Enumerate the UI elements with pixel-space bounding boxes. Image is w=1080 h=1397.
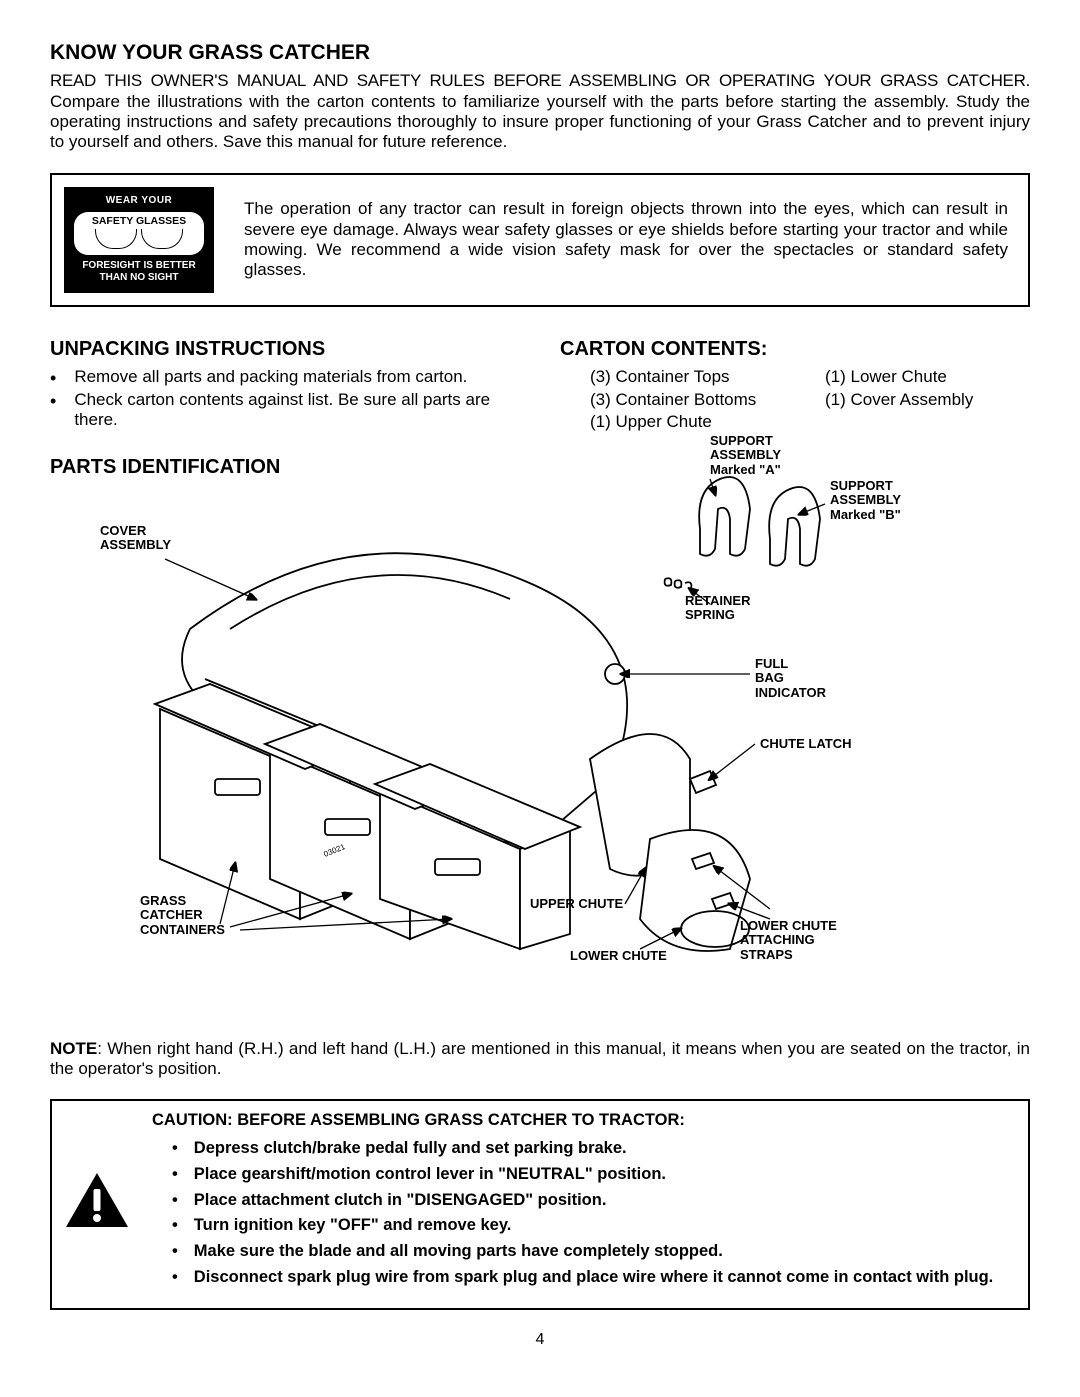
- caution-box: CAUTION: BEFORE ASSEMBLING GRASS CATCHER…: [50, 1099, 1030, 1310]
- label-chute-latch: CHUTE LATCH: [760, 737, 851, 752]
- note-paragraph: NOTE: When right hand (R.H.) and left ha…: [50, 1039, 1030, 1080]
- caution-item-text: Make sure the blade and all moving parts…: [194, 1242, 723, 1262]
- badge-line1: WEAR YOUR: [70, 195, 208, 207]
- warning-text: The operation of any tractor can result …: [244, 199, 1008, 281]
- carton-item: (1) Upper Chute: [590, 412, 795, 432]
- carton-contents-grid: (3) Container Tops (1) Lower Chute (3) C…: [560, 367, 1030, 432]
- lenses-icon: [74, 229, 204, 249]
- safety-warning-box: WEAR YOUR SAFETY GLASSES FORESIGHT IS BE…: [50, 173, 1030, 308]
- carton-item: (3) Container Bottoms: [590, 390, 795, 410]
- label-retainer: RETAINERSPRING: [685, 594, 750, 624]
- caution-item: Depress clutch/brake pedal fully and set…: [172, 1139, 1008, 1159]
- intro-line1: READ THIS OWNER'S MANUAL AND SAFETY RULE…: [50, 71, 1030, 90]
- note-label: NOTE: [50, 1039, 97, 1058]
- label-support-a: SUPPORTASSEMBLYMarked "A": [710, 434, 781, 479]
- badge-line3: FORESIGHT IS BETTER THAN NO SIGHT: [70, 260, 208, 283]
- unpacking-item-text: Check carton contents against list. Be s…: [74, 390, 520, 431]
- note-text: : When right hand (R.H.) and left hand (…: [50, 1039, 1030, 1078]
- caution-item-text: Place attachment clutch in "DISENGAGED" …: [194, 1191, 607, 1211]
- caution-item-text: Place gearshift/motion control lever in …: [194, 1165, 666, 1185]
- carton-item: (1) Lower Chute: [825, 367, 1030, 387]
- caution-title: CAUTION: BEFORE ASSEMBLING GRASS CATCHER…: [152, 1111, 1008, 1131]
- unpacking-title: UNPACKING INSTRUCTIONS: [50, 337, 520, 361]
- carton-title: CARTON CONTENTS:: [560, 337, 1030, 361]
- badge-glasses: SAFETY GLASSES: [74, 212, 204, 256]
- unpacking-item: Check carton contents against list. Be s…: [50, 390, 520, 431]
- carton-item: (3) Container Tops: [590, 367, 795, 387]
- carton-item: (1) Cover Assembly: [825, 390, 1030, 410]
- label-grass-catcher: GRASSCATCHERCONTAINERS: [140, 894, 225, 939]
- page-number: 4: [50, 1330, 1030, 1349]
- caution-item-text: Disconnect spark plug wire from spark pl…: [194, 1268, 994, 1288]
- parts-diagram: 03021 COVERASSEMBLY SUPPORTASSEMBLYMarke…: [50, 449, 1030, 1009]
- page-title: KNOW YOUR GRASS CATCHER: [50, 40, 1030, 65]
- lens-left-icon: [95, 229, 137, 249]
- label-lower-straps: LOWER CHUTEATTACHINGSTRAPS: [740, 919, 837, 964]
- caution-item-text: Turn ignition key "OFF" and remove key.: [194, 1216, 512, 1236]
- badge-line2: SAFETY GLASSES: [74, 215, 204, 228]
- warning-triangle-icon: [62, 1171, 132, 1234]
- carton-item: [825, 412, 1030, 432]
- caution-item: Make sure the blade and all moving parts…: [172, 1242, 1008, 1262]
- caution-item-text: Depress clutch/brake pedal fully and set…: [194, 1139, 627, 1159]
- label-upper-chute: UPPER CHUTE: [530, 897, 623, 912]
- caution-item: Turn ignition key "OFF" and remove key.: [172, 1216, 1008, 1236]
- unpacking-list: Remove all parts and packing materials f…: [50, 367, 520, 430]
- badge-line3a: FORESIGHT IS BETTER: [82, 260, 195, 271]
- label-full-bag: FULLBAGINDICATOR: [755, 657, 826, 702]
- badge-line3b: THAN NO SIGHT: [100, 272, 179, 283]
- caution-list: Depress clutch/brake pedal fully and set…: [152, 1139, 1008, 1288]
- intro-paragraph: READ THIS OWNER'S MANUAL AND SAFETY RULE…: [50, 71, 1030, 153]
- lens-right-icon: [141, 229, 183, 249]
- label-cover-assembly: COVERASSEMBLY: [100, 524, 171, 554]
- label-support-b: SUPPORTASSEMBLYMarked "B": [830, 479, 901, 524]
- intro-rest: Compare the illustrations with the carto…: [50, 92, 1030, 152]
- caution-item: Place attachment clutch in "DISENGAGED" …: [172, 1191, 1008, 1211]
- caution-item: Disconnect spark plug wire from spark pl…: [172, 1268, 1008, 1288]
- unpacking-item: Remove all parts and packing materials f…: [50, 367, 520, 387]
- safety-glasses-badge: WEAR YOUR SAFETY GLASSES FORESIGHT IS BE…: [64, 187, 214, 294]
- label-lower-chute: LOWER CHUTE: [570, 949, 667, 964]
- caution-body: CAUTION: BEFORE ASSEMBLING GRASS CATCHER…: [152, 1111, 1008, 1294]
- unpacking-item-text: Remove all parts and packing materials f…: [74, 367, 467, 387]
- caution-item: Place gearshift/motion control lever in …: [172, 1165, 1008, 1185]
